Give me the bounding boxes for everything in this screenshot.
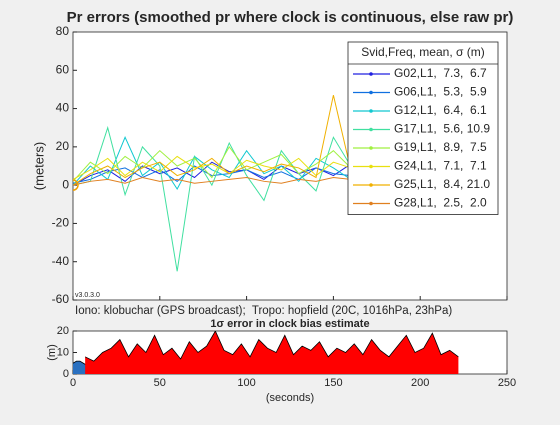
- x-tick-label: 100: [237, 377, 255, 389]
- legend-dot: [369, 146, 373, 150]
- y-tick-label: 20: [56, 139, 70, 153]
- y-tick-label: -40: [52, 254, 70, 268]
- y-tick-label: -20: [52, 216, 70, 230]
- chart-title: Pr errors (smoothed pr where clock is co…: [67, 9, 514, 26]
- area-edge: [73, 360, 88, 366]
- legend-dot: [369, 164, 373, 169]
- legend-label: G24,L1, 7.1, 7.1: [394, 159, 487, 173]
- y-axis-label: (meters): [31, 142, 46, 190]
- y-tick-label: 20: [57, 325, 69, 337]
- legend-dot: [369, 90, 373, 95]
- annotation: Iono: klobuchar (GPS broadcast); Tropo: …: [75, 305, 452, 317]
- legend-label: G19,L1, 8.9, 7.5: [394, 140, 487, 154]
- x-tick-label: 50: [154, 377, 166, 389]
- y-tick-label: 0: [63, 368, 69, 380]
- x-tick-label: 150: [324, 377, 342, 389]
- y-tick-label: 40: [56, 101, 70, 115]
- start-marker: [73, 179, 79, 191]
- area: [85, 331, 459, 374]
- area: [73, 361, 87, 374]
- legend-dot: [369, 109, 373, 113]
- y-tick-label: 60: [56, 62, 70, 76]
- legend-label: G25,L1, 8.4, 21.0: [394, 177, 490, 191]
- x-tick-label: 0: [70, 377, 76, 389]
- x-axis-label: (seconds): [266, 392, 314, 404]
- legend-title: Svid,Freq, mean, σ (m): [361, 45, 484, 59]
- y-axis-label: (m): [46, 344, 58, 361]
- legend-dot: [369, 127, 373, 132]
- legend-label: G28,L1, 2.5, 2.0: [394, 196, 487, 210]
- y-tick-label: -60: [52, 292, 70, 306]
- legend-dot: [369, 201, 373, 206]
- legend-box: [347, 41, 499, 215]
- legend-label: G06,L1, 5.3, 5.9: [394, 85, 487, 99]
- chart-title: 1σ error in clock bias estimate: [210, 318, 369, 330]
- legend-dot: [369, 183, 373, 187]
- legend-label: G12,L1, 6.4, 6.1: [394, 103, 487, 117]
- legend-dot: [369, 72, 373, 76]
- plot-area: [73, 331, 459, 374]
- y-tick-label: 0: [62, 177, 69, 191]
- x-tick-label: 250: [498, 377, 516, 389]
- legend-label: G17,L1, 5.6, 10.9: [394, 122, 490, 136]
- annotation: v3.0.3.0: [75, 292, 100, 299]
- legend-label: G02,L1, 7.3, 6.7: [394, 66, 487, 80]
- y-tick-label: 80: [56, 24, 70, 38]
- y-tick-label: 10: [57, 346, 69, 358]
- x-tick-label: 200: [411, 377, 429, 389]
- area-edge: [84, 331, 459, 362]
